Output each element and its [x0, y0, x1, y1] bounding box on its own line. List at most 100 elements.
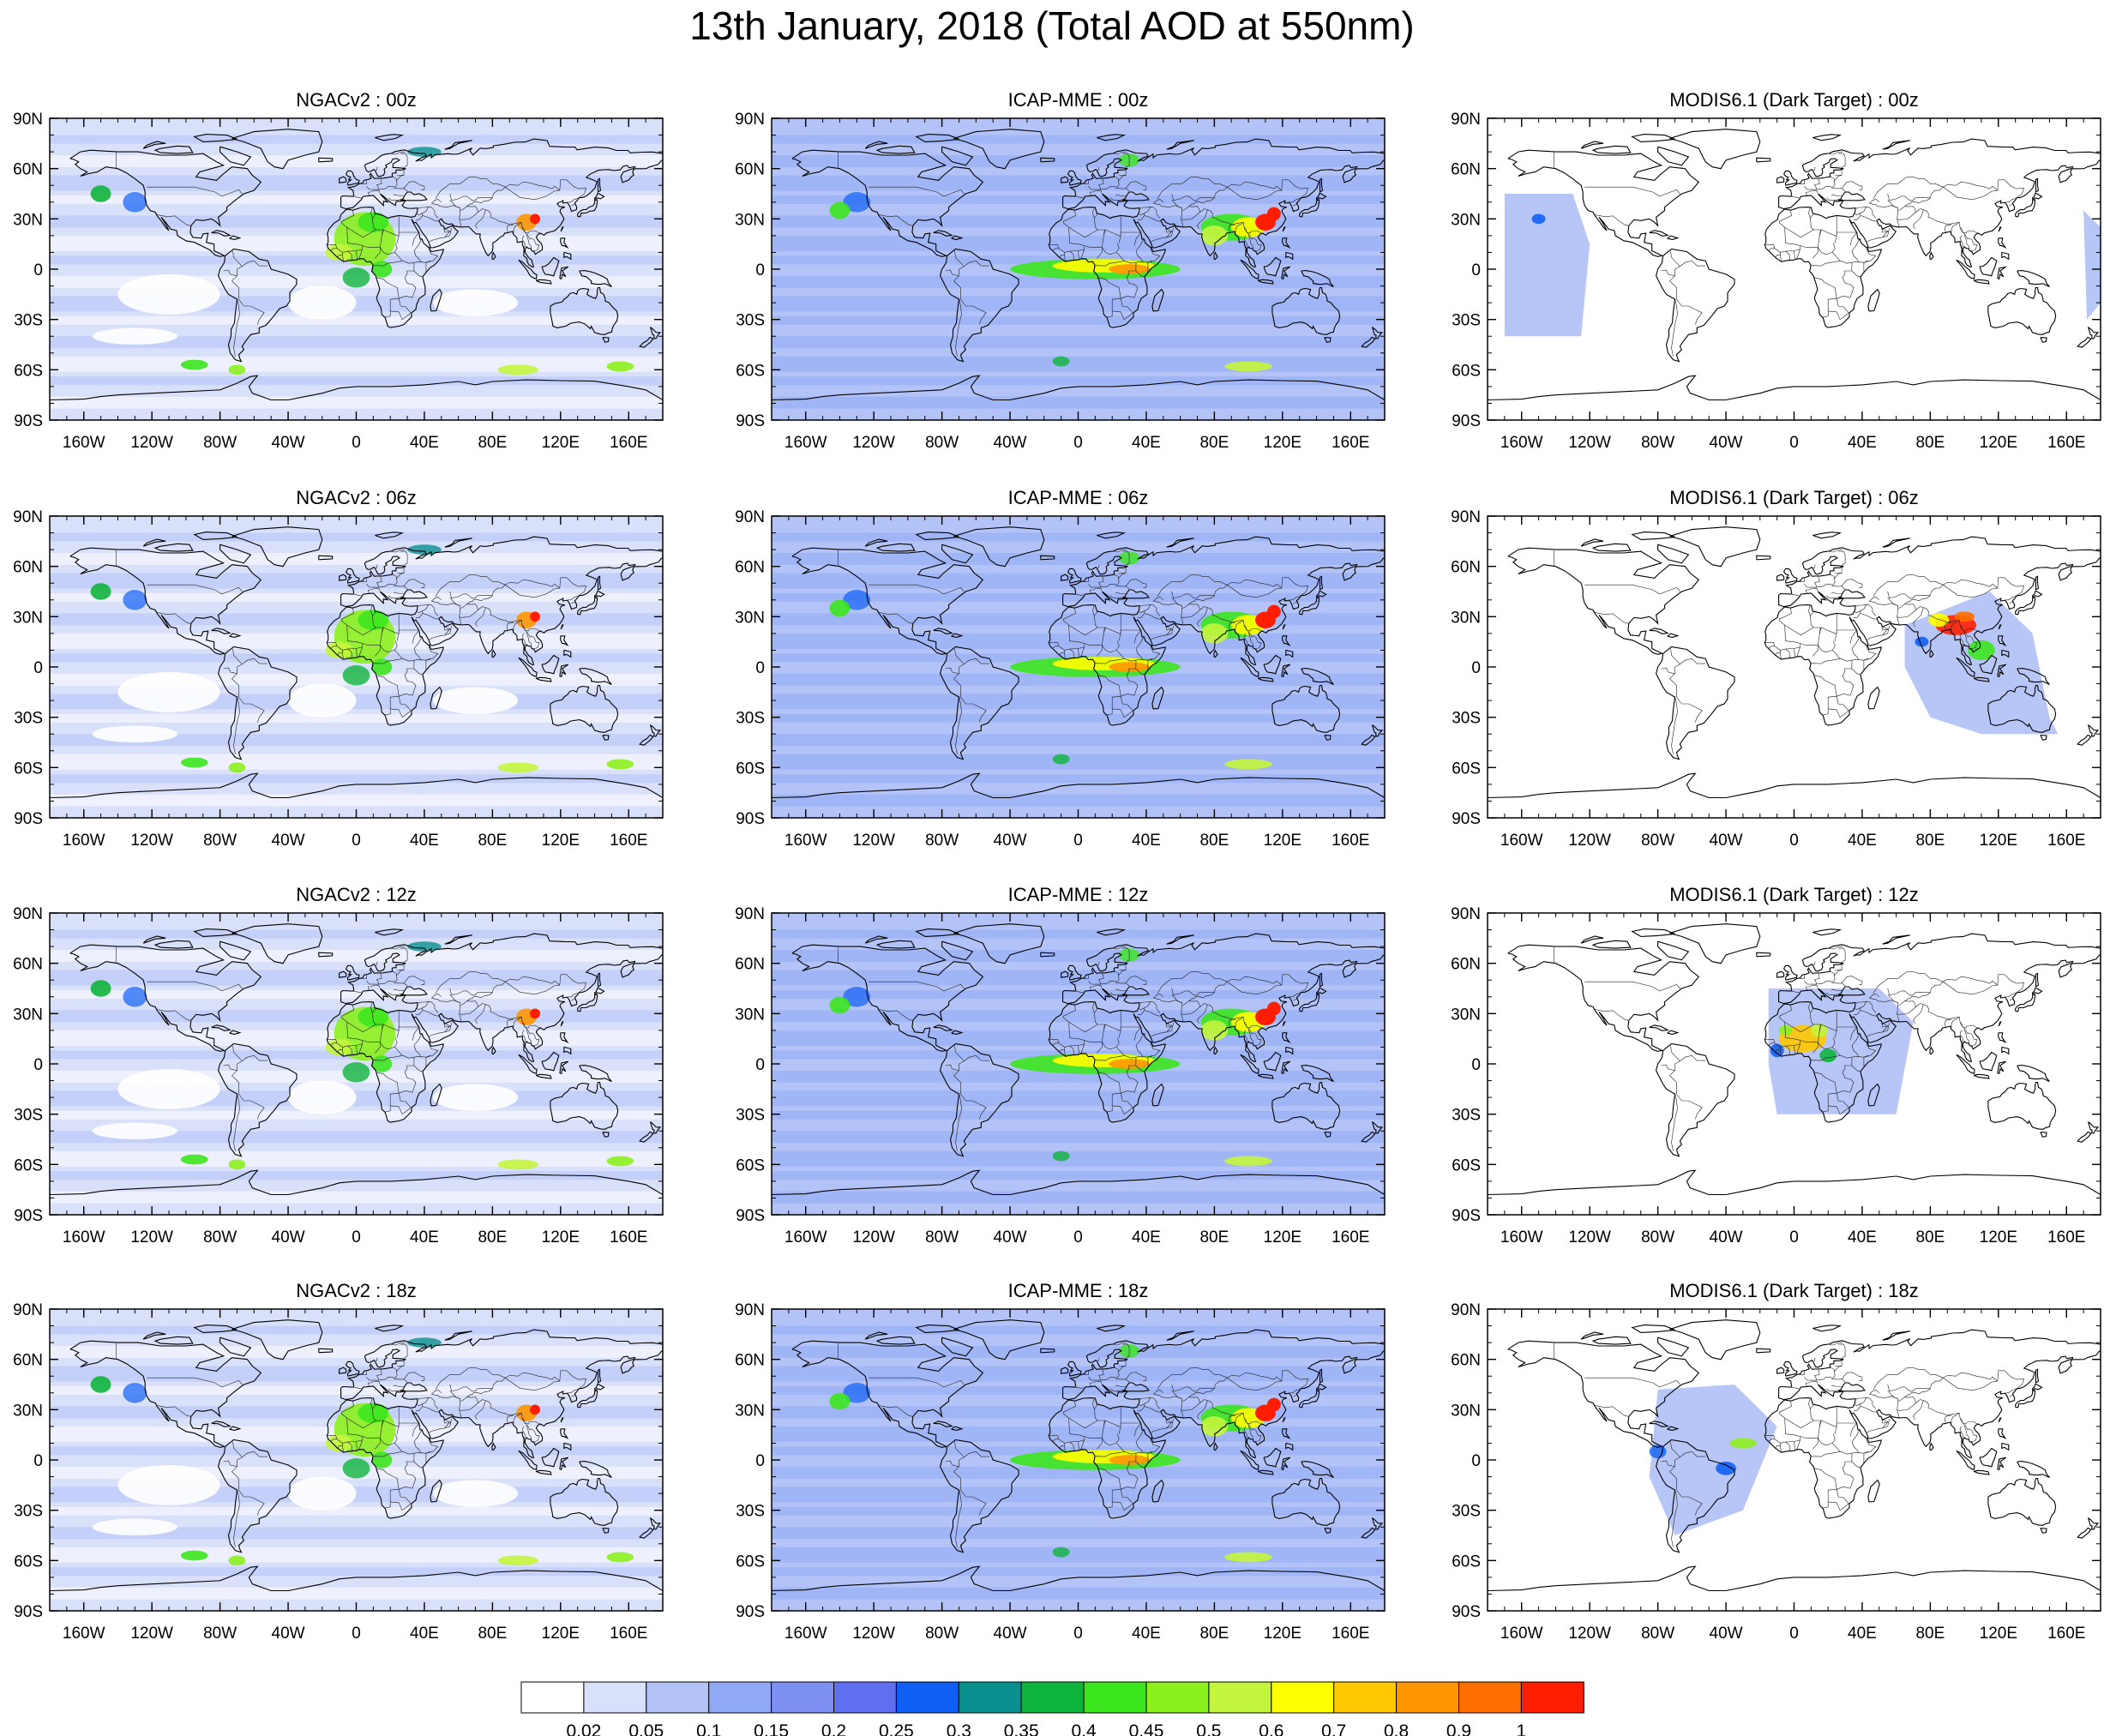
- aod-plume: [123, 1383, 147, 1403]
- aod-plume: [407, 1337, 442, 1348]
- lon-tick-label: 0: [1789, 1228, 1799, 1246]
- lon-tick-label: 80E: [478, 832, 507, 850]
- aod-plume: [407, 544, 442, 555]
- aod-plume: [1200, 1416, 1229, 1437]
- aod-plume: [1224, 1156, 1272, 1167]
- colorbar-label: 0.05: [628, 1721, 664, 1736]
- aod-plume: [407, 941, 442, 952]
- lon-tick-label: 80E: [1199, 434, 1229, 452]
- lat-tick-label: 60S: [736, 362, 765, 380]
- lon-tick-label: 80W: [203, 1625, 237, 1643]
- aod-plume: [530, 611, 541, 622]
- colorbar-swatch: [958, 1681, 1022, 1714]
- aod-plume: [1052, 1150, 1070, 1162]
- panel-title: ICAP-MME : 00z: [1008, 89, 1149, 111]
- lon-tick-label: 120W: [852, 832, 895, 850]
- lat-tick-label: 90S: [736, 810, 765, 828]
- lon-tick-label: 160E: [2047, 1625, 2085, 1643]
- lon-tick-label: 160W: [1500, 1625, 1543, 1643]
- aod-plume: [358, 1006, 389, 1027]
- lon-tick-label: 80E: [1199, 1228, 1229, 1246]
- lat-tick-label: 90N: [1451, 1301, 1481, 1319]
- lat-tick-label: 30N: [1451, 211, 1481, 229]
- satellite-swath: [2083, 210, 2101, 320]
- aod-plume: [407, 147, 442, 157]
- lat-tick-label: 90S: [1452, 412, 1481, 430]
- lon-tick-label: 120E: [1264, 1625, 1301, 1643]
- lon-tick-label: 120E: [542, 832, 580, 850]
- lat-tick-label: 30S: [1452, 710, 1481, 728]
- lat-tick-label: 0: [1471, 1452, 1481, 1470]
- colorbar-label: 0.4: [1071, 1721, 1097, 1736]
- lon-tick-label: 0: [352, 832, 361, 850]
- aod-retrieval: [1649, 1445, 1667, 1459]
- aod-plume: [228, 1555, 246, 1566]
- lat-tick-label: 60S: [736, 1553, 765, 1571]
- aod-plume: [228, 762, 246, 773]
- lon-tick-label: 160W: [784, 1228, 827, 1246]
- panel-title: NGACv2 : 12z: [296, 884, 417, 905]
- aod-plume: [606, 361, 634, 372]
- colorbar-label: 0.45: [1129, 1721, 1164, 1736]
- lon-tick-label: 120E: [1980, 832, 2017, 850]
- coastlines: [1488, 1319, 2101, 1592]
- lat-tick-label: 60N: [1451, 1352, 1481, 1370]
- lat-tick-label: 0: [1471, 1056, 1481, 1074]
- aod-plume: [1200, 1020, 1229, 1041]
- lat-tick-label: 90S: [736, 1207, 765, 1225]
- lat-tick-label: 30S: [1452, 1503, 1481, 1521]
- lat-tick-label: 60N: [13, 1352, 43, 1370]
- lat-tick-label: 60N: [1451, 559, 1481, 577]
- lon-tick-label: 40E: [1848, 832, 1877, 850]
- coastlines: [50, 526, 663, 799]
- lon-tick-label: 40W: [272, 1625, 305, 1643]
- lat-tick-label: 90S: [1452, 1207, 1481, 1225]
- lon-tick-label: 120W: [1568, 832, 1611, 850]
- lon-tick-label: 40E: [410, 1625, 439, 1643]
- lon-tick-label: 120E: [1980, 1625, 2017, 1643]
- aod-plume: [325, 243, 353, 261]
- colorbar-swatch: [1020, 1681, 1085, 1714]
- panel-title: MODIS6.1 (Dark Target) : 18z: [1669, 1280, 1919, 1301]
- lon-tick-label: 120W: [130, 1625, 173, 1643]
- lon-tick-label: 120W: [130, 1228, 173, 1246]
- colorbar-label: 1: [1517, 1721, 1527, 1736]
- colorbar-label: 0.7: [1321, 1721, 1346, 1736]
- lon-tick-label: 160W: [1500, 434, 1543, 452]
- lat-tick-label: 0: [33, 261, 43, 279]
- lon-tick-label: 120W: [1568, 434, 1611, 452]
- lat-tick-label: 60N: [1451, 161, 1481, 179]
- coastlines: [772, 129, 1385, 401]
- aod-plume: [530, 1008, 541, 1019]
- lon-tick-label: 80W: [1641, 832, 1674, 850]
- panel-title: NGACv2 : 00z: [296, 89, 417, 111]
- lon-tick-label: 120E: [1264, 1228, 1301, 1246]
- lon-tick-label: 0: [1073, 832, 1083, 850]
- aod-plume: [843, 590, 871, 610]
- lon-tick-label: 40W: [1710, 1228, 1743, 1246]
- lat-tick-label: 0: [33, 659, 43, 677]
- lon-tick-label: 40E: [1848, 434, 1877, 452]
- panel-title: MODIS6.1 (Dark Target) : 00z: [1669, 89, 1919, 111]
- lon-tick-label: 120W: [130, 434, 173, 452]
- lon-tick-label: 0: [1789, 434, 1799, 452]
- lon-tick-label: 0: [352, 1625, 361, 1643]
- lon-tick-label: 80W: [1641, 1625, 1674, 1643]
- aod-plume: [342, 1458, 370, 1479]
- lat-tick-label: 90N: [13, 508, 43, 526]
- aod-plume: [342, 665, 370, 686]
- aod-plume: [1266, 1397, 1281, 1412]
- lon-tick-label: 80E: [1915, 832, 1945, 850]
- aod-plume: [90, 583, 111, 600]
- lat-tick-label: 60N: [735, 161, 765, 179]
- aod-plume: [1109, 1059, 1150, 1069]
- lon-tick-label: 0: [1789, 1625, 1799, 1643]
- aod-field: [772, 1309, 1385, 1611]
- panel-title: ICAP-MME : 06z: [1008, 487, 1149, 508]
- aod-plume: [606, 1552, 634, 1563]
- aod-plume: [1109, 264, 1150, 274]
- lat-tick-label: 60N: [13, 161, 43, 179]
